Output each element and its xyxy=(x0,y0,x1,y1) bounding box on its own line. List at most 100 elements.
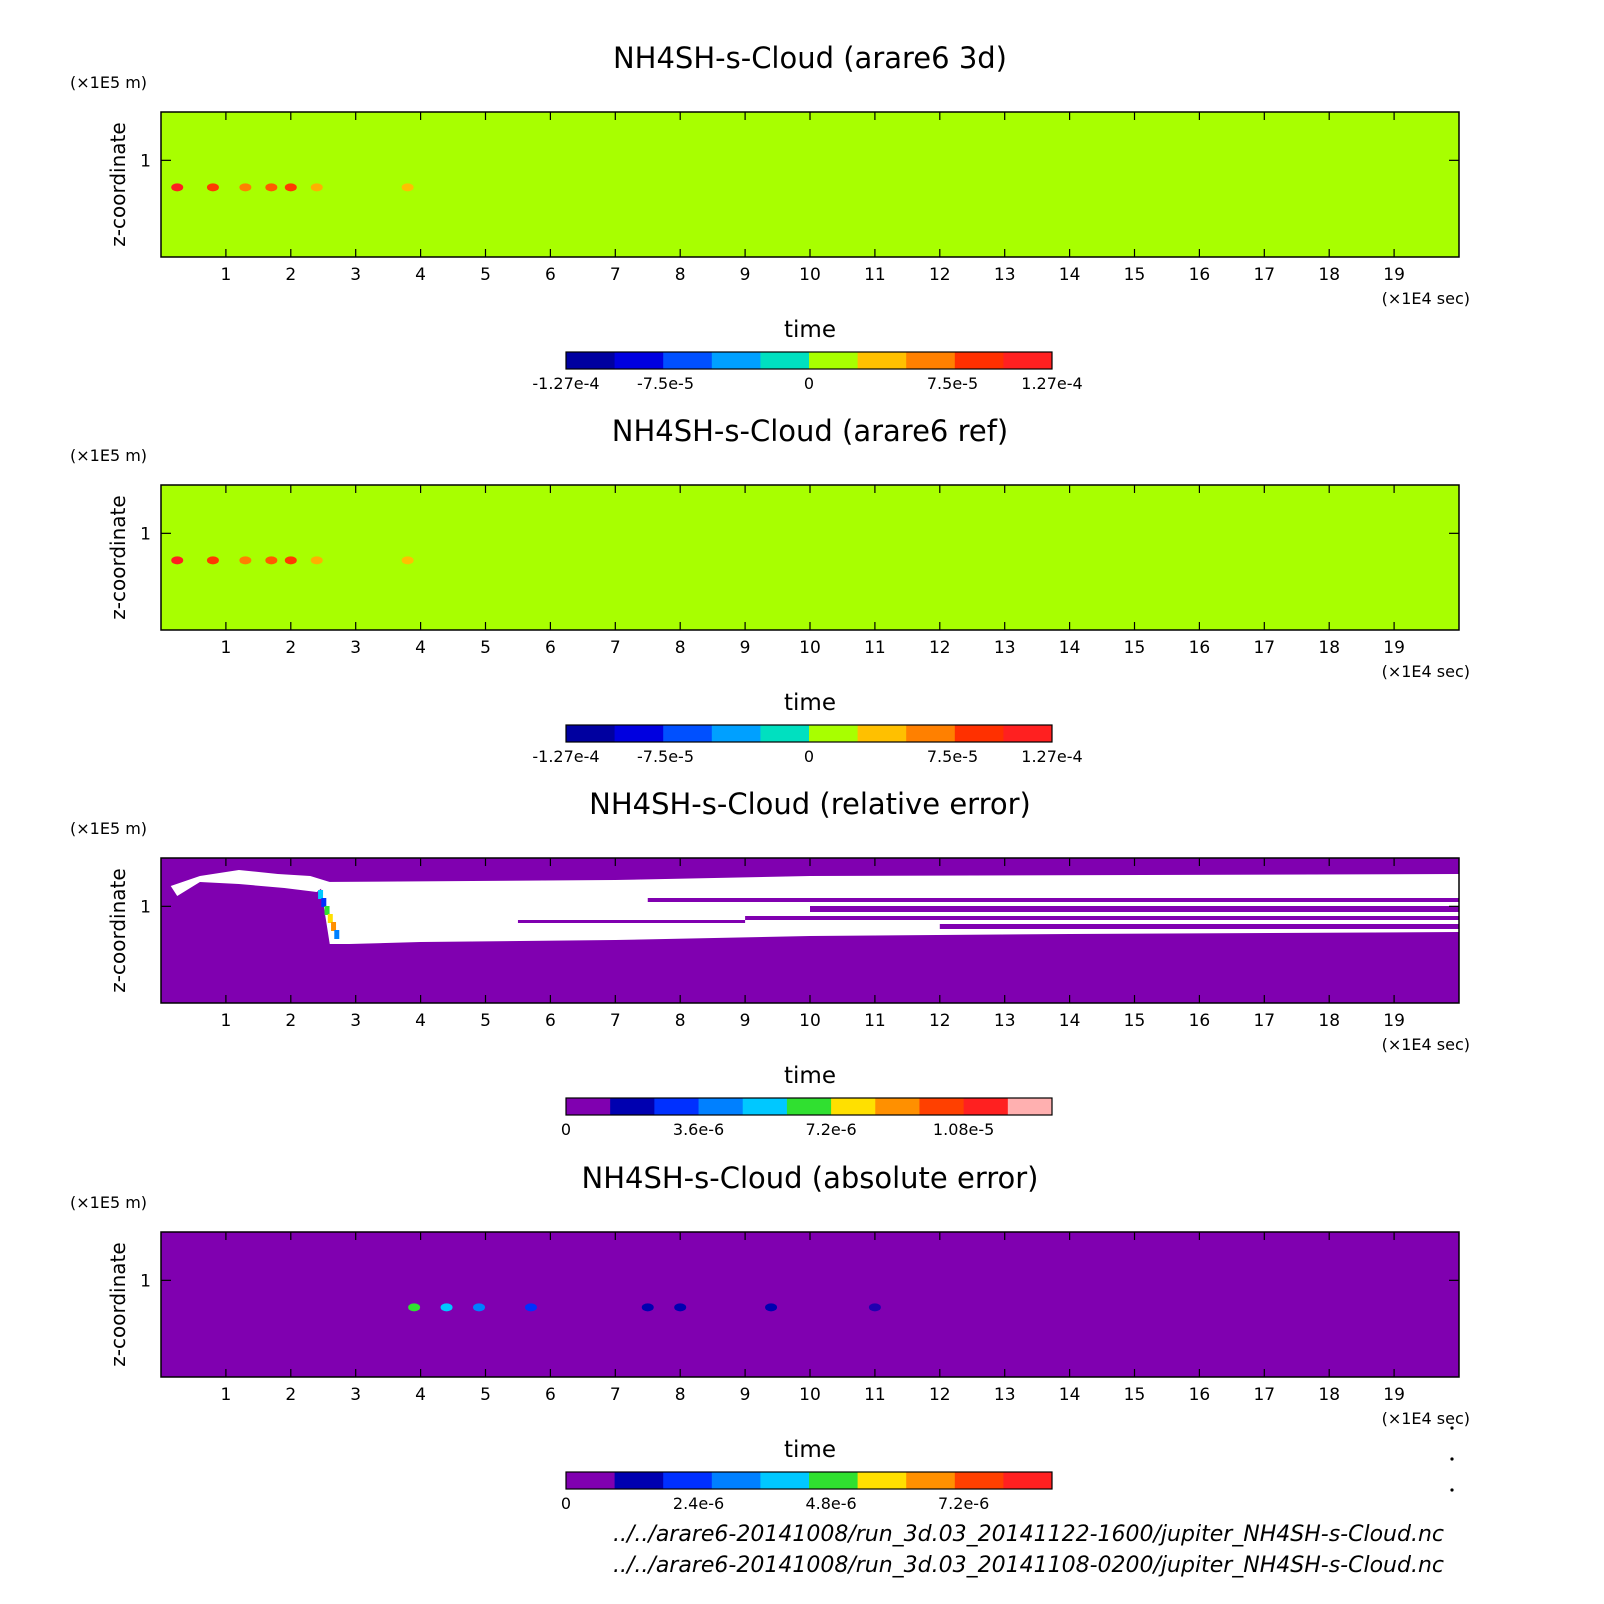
x-tick-label: 4 xyxy=(415,638,426,658)
x-tick-label: 14 xyxy=(1059,638,1081,658)
x-axis-unit: (×1E4 sec) xyxy=(1382,1409,1470,1428)
colorbar-frame xyxy=(565,351,1053,370)
data-blob xyxy=(265,183,278,192)
x-axis-unit: (×1E4 sec) xyxy=(1382,1035,1470,1054)
x-tick-label: 13 xyxy=(994,1011,1016,1031)
colorbar-tick-label: 1.27e-4 xyxy=(1021,374,1082,393)
x-tick-label: 4 xyxy=(415,265,426,285)
x-tick-label: 6 xyxy=(545,265,556,285)
colorbar-swatch xyxy=(831,1098,876,1115)
colorbar-swatch xyxy=(760,352,810,369)
x-tick-label: 11 xyxy=(864,638,886,658)
colorbar-swatch xyxy=(875,1098,920,1115)
error-edge-mark xyxy=(321,898,327,907)
colorbar-swatch xyxy=(906,1472,956,1489)
colorbar-tick-label: -7.5e-5 xyxy=(637,374,694,393)
x-tick-label: 8 xyxy=(675,1385,686,1405)
x-axis-unit: (×1E4 sec) xyxy=(1382,289,1470,308)
colorbar-swatch xyxy=(1003,352,1053,369)
x-tick-label: 16 xyxy=(1189,265,1211,285)
x-tick-label: 2 xyxy=(285,638,296,658)
x-tick-label: 3 xyxy=(350,1011,361,1031)
colorbar-swatch xyxy=(663,1472,713,1489)
y-axis-unit: (×1E5 m) xyxy=(70,446,147,465)
x-axis-unit: (×1E4 sec) xyxy=(1382,662,1470,681)
x-tick-label: 7 xyxy=(610,1385,621,1405)
x-tick-label: 12 xyxy=(929,1385,951,1405)
x-tick-label: 5 xyxy=(480,265,491,285)
y-axis-label: z-coordinate xyxy=(106,868,130,992)
colorbar-frame xyxy=(565,724,1053,743)
data-blob xyxy=(401,556,414,565)
x-tick-label: 3 xyxy=(350,265,361,285)
colorbar-swatch xyxy=(809,352,859,369)
colorbar-swatch xyxy=(954,352,1004,369)
y-axis-unit: (×1E5 m) xyxy=(70,73,147,92)
footer-file-path-1: ../../arare6-20141008/run_3d.03_20141122… xyxy=(613,1522,1444,1547)
colorbar-swatch xyxy=(663,352,713,369)
x-tick-label: 6 xyxy=(545,638,556,658)
colorbar-swatch xyxy=(566,1098,611,1115)
y-tick-label: 1 xyxy=(140,897,151,917)
data-blob xyxy=(239,556,252,565)
data-blob xyxy=(310,183,323,192)
colorbar-swatch xyxy=(1003,725,1053,742)
x-tick-label: 17 xyxy=(1253,265,1275,285)
colorbar-swatch xyxy=(1003,1472,1053,1489)
data-blob xyxy=(239,183,252,192)
x-tick-label: 5 xyxy=(480,1011,491,1031)
data-blob xyxy=(868,1303,881,1312)
x-tick-label: 9 xyxy=(740,638,751,658)
x-tick-label: 4 xyxy=(415,1385,426,1405)
colorbar-swatch xyxy=(954,725,1004,742)
colorbar-tick-label: 2.4e-6 xyxy=(673,1494,724,1513)
x-tick-label: 15 xyxy=(1124,265,1146,285)
x-tick-label: 9 xyxy=(740,265,751,285)
x-tick-label: 12 xyxy=(929,1011,951,1031)
footer-file-path-2: ../../arare6-20141008/run_3d.03_20141108… xyxy=(613,1553,1444,1578)
x-tick-label: 6 xyxy=(545,1385,556,1405)
colorbar-swatch xyxy=(711,352,761,369)
colorbar-swatch xyxy=(566,352,616,369)
x-tick-label: 11 xyxy=(864,1011,886,1031)
data-blob xyxy=(171,556,184,565)
x-tick-label: 13 xyxy=(994,265,1016,285)
margin-dot xyxy=(1450,1426,1454,1430)
x-tick-label: 12 xyxy=(929,265,951,285)
chart-panel-2: NH4SH-s-Cloud (arare6 ref)(×1E5 m)1 2 3 4 5 6… xyxy=(70,414,1470,766)
colorbar-swatch xyxy=(711,725,761,742)
colorbar-swatch xyxy=(711,1472,761,1489)
chart-panel-4: NH4SH-s-Cloud (absolute error)(×1E5 m)1 2… xyxy=(70,1161,1470,1513)
x-tick-label: 2 xyxy=(285,265,296,285)
x-tick-label: 1 xyxy=(220,638,231,658)
x-tick-label: 18 xyxy=(1318,638,1340,658)
x-tick-label: 19 xyxy=(1383,1385,1405,1405)
colorbar-swatch xyxy=(566,725,616,742)
colorbar-swatch xyxy=(698,1098,744,1115)
x-tick-label: 16 xyxy=(1189,1385,1211,1405)
colorbar-tick-label: -1.27e-4 xyxy=(532,747,599,766)
margin-dot xyxy=(1450,1457,1454,1461)
x-tick-label: 9 xyxy=(740,1011,751,1031)
colorbar-swatch xyxy=(809,725,859,742)
data-blob xyxy=(401,183,414,192)
undefined-region xyxy=(170,870,330,896)
colorbar-swatch xyxy=(1007,1098,1053,1115)
colorbar-swatch xyxy=(963,1098,1009,1115)
x-tick-label: 6 xyxy=(545,1011,556,1031)
x-tick-label: 19 xyxy=(1383,638,1405,658)
x-tick-label: 15 xyxy=(1124,638,1146,658)
colorbar-swatch xyxy=(906,725,956,742)
x-tick-label: 7 xyxy=(610,265,621,285)
colorbar-tick-label: 4.8e-6 xyxy=(805,1494,856,1513)
chart-title: NH4SH-s-Cloud (arare6 ref) xyxy=(612,414,1008,448)
x-axis-label: time xyxy=(784,690,836,716)
data-blob xyxy=(674,1303,687,1312)
valid-streak xyxy=(810,906,1459,912)
x-tick-label: 7 xyxy=(610,638,621,658)
colorbar-swatch xyxy=(857,1472,907,1489)
colorbar-tick-label: 7.2e-6 xyxy=(938,1494,989,1513)
chart-title: NH4SH-s-Cloud (absolute error) xyxy=(582,1161,1039,1195)
valid-streak xyxy=(647,898,1459,902)
x-tick-label: 14 xyxy=(1059,1385,1081,1405)
